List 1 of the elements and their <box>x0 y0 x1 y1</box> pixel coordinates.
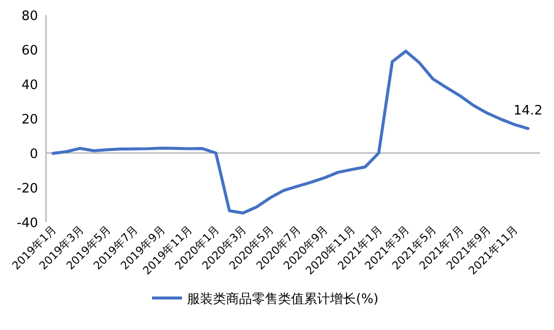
legend-label: 服装类商品零售类值累计增长(%) <box>187 292 378 307</box>
